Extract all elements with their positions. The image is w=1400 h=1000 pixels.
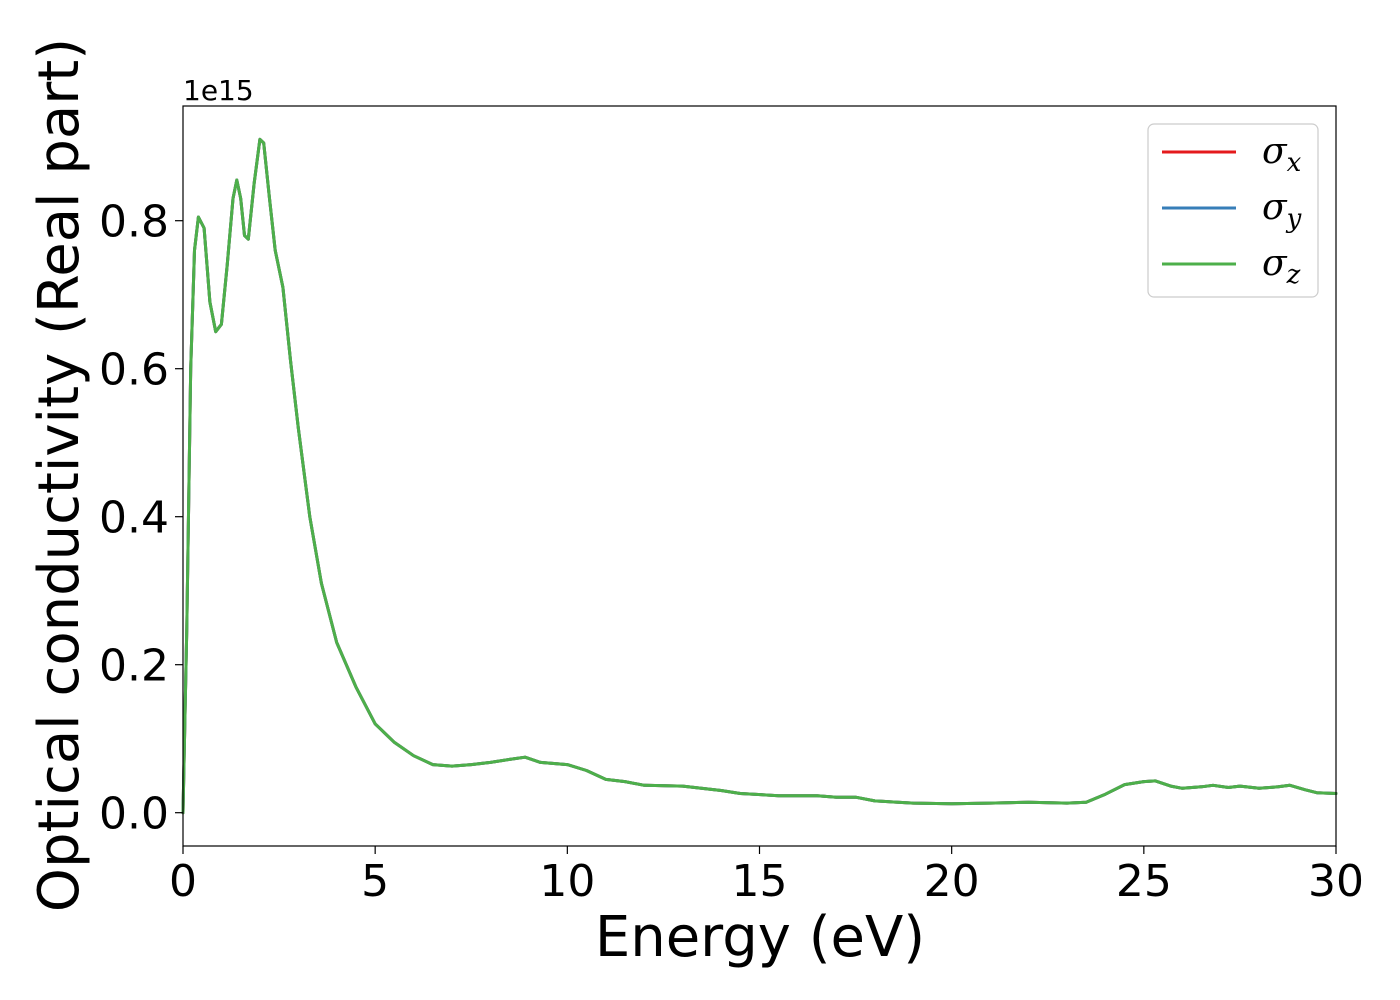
x-tick-label: 5: [361, 856, 389, 907]
y-tick-label: 0.4: [99, 493, 169, 544]
x-tick-label: 10: [539, 856, 595, 907]
y-tick-label: 0.8: [99, 197, 169, 248]
series-line-σz: [181, 137, 1338, 815]
legend: σx σy σz: [1147, 123, 1319, 298]
x-tick-label: 0: [169, 856, 197, 907]
legend-entry-σy: σy: [1262, 187, 1302, 234]
x-tick-label: 15: [732, 856, 788, 907]
y-tick-label: 0.6: [99, 345, 169, 396]
legend-box: [1147, 123, 1319, 298]
y-axis-title: Optical conductivity (Real part): [27, 38, 92, 912]
x-tick-label: 25: [1116, 856, 1172, 907]
plot-area: [181, 105, 1338, 847]
legend-entry-σz: σz: [1262, 243, 1301, 290]
x-axis-title: Energy (eV): [595, 905, 925, 970]
x-tick-label: 30: [1308, 856, 1364, 907]
y-axis-offset-label: 1e15: [183, 74, 254, 107]
y-tick-label: 0.0: [99, 789, 169, 840]
x-tick-label: 20: [924, 856, 980, 907]
x-axis-ticks: 0 5 10 15 20 25 30: [169, 846, 1364, 907]
y-tick-label: 0.2: [99, 641, 169, 692]
y-axis-ticks: 0.0 0.2 0.4 0.6 0.8: [99, 197, 183, 840]
legend-entry-σx: σx: [1262, 131, 1302, 178]
